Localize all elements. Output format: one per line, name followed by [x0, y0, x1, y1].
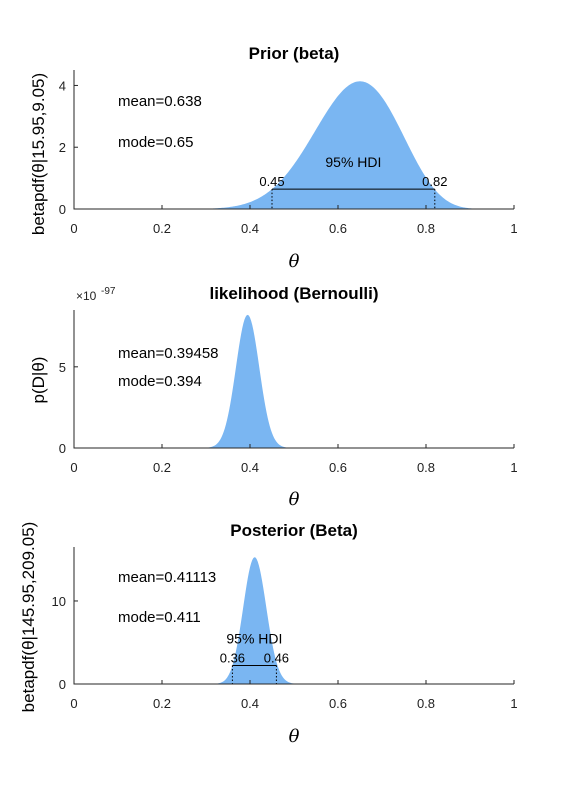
posterior-hdi: 95% HDI 0.36 0.46 [220, 631, 289, 684]
prior-title: Prior (beta) [249, 44, 340, 63]
posterior-ylabel: betapdf(θ|145.95,209.05) [19, 522, 38, 713]
x-tick-label: 1 [510, 221, 517, 236]
y-tick-label: 2 [59, 140, 66, 155]
x-tick-label: 0 [70, 221, 77, 236]
likelihood-ticks: 0 0.2 0.4 0.6 0.8 1 0 5 [59, 360, 518, 475]
likelihood-exponent-value: -97 [101, 286, 116, 297]
likelihood-xlabel: θ [289, 489, 300, 510]
posterior-panel: Posterior (Beta) 95% HDI 0.36 0.46 0 0.2 0… [19, 521, 518, 747]
x-tick-label: 1 [510, 460, 517, 475]
posterior-mode-annotation: mode=0.411 [118, 609, 201, 626]
x-tick-label: 0.4 [241, 460, 259, 475]
posterior-title: Posterior (Beta) [230, 521, 358, 540]
y-tick-label: 0 [59, 202, 66, 217]
y-tick-label: 4 [59, 78, 66, 93]
x-tick-label: 1 [510, 696, 517, 711]
posterior-xlabel: θ [289, 726, 300, 747]
x-tick-label: 0.2 [153, 221, 171, 236]
prior-hdi-low-label: 0.45 [259, 174, 284, 189]
posterior-mean-annotation: mean=0.41113 [118, 569, 216, 586]
x-tick-label: 0.6 [329, 696, 347, 711]
x-tick-label: 0 [70, 460, 77, 475]
prior-mode-annotation: mode=0.65 [118, 134, 193, 151]
likelihood-ylabel: p(D|θ) [29, 357, 48, 404]
x-tick-label: 0.6 [329, 221, 347, 236]
posterior-hdi-high-label: 0.46 [264, 651, 289, 666]
y-tick-label: 5 [59, 360, 66, 375]
x-tick-label: 0.4 [241, 221, 259, 236]
x-tick-label: 0.8 [417, 460, 435, 475]
prior-hdi-high-label: 0.82 [422, 174, 447, 189]
prior-xlabel: θ [289, 251, 300, 272]
prior-panel: Prior (beta) 95% HDI 0.45 0.82 0 0.2 0.4 0.… [29, 44, 518, 272]
prior-density-area [74, 81, 514, 209]
y-tick-label: 0 [59, 441, 66, 456]
prior-hdi-label: 95% HDI [325, 154, 381, 170]
posterior-hdi-label: 95% HDI [226, 631, 282, 647]
prior-ticks: 0 0.2 0.4 0.6 0.8 1 0 2 4 [59, 78, 518, 236]
likelihood-title: likelihood (Bernoulli) [209, 284, 378, 303]
likelihood-mean-annotation: mean=0.39458 [118, 345, 219, 362]
y-tick-label: 10 [52, 594, 66, 609]
x-tick-label: 0.8 [417, 221, 435, 236]
prior-mean-annotation: mean=0.638 [118, 93, 202, 110]
x-tick-label: 0.2 [153, 460, 171, 475]
prior-ylabel: betapdf(θ|15.95,9.05) [29, 73, 48, 235]
x-tick-label: 0.2 [153, 696, 171, 711]
x-tick-label: 0.6 [329, 460, 347, 475]
y-tick-label: 0 [59, 677, 66, 692]
likelihood-panel: likelihood (Bernoulli) ×10 -97 0 0.2 0.4 0.… [29, 284, 518, 510]
x-tick-label: 0 [70, 696, 77, 711]
likelihood-mode-annotation: mode=0.394 [118, 373, 202, 390]
posterior-hdi-low-label: 0.36 [220, 651, 245, 666]
likelihood-exponent-prefix: ×10 [76, 289, 97, 303]
x-tick-label: 0.4 [241, 696, 259, 711]
x-tick-label: 0.8 [417, 696, 435, 711]
prior-hdi: 95% HDI 0.45 0.82 [259, 154, 447, 209]
